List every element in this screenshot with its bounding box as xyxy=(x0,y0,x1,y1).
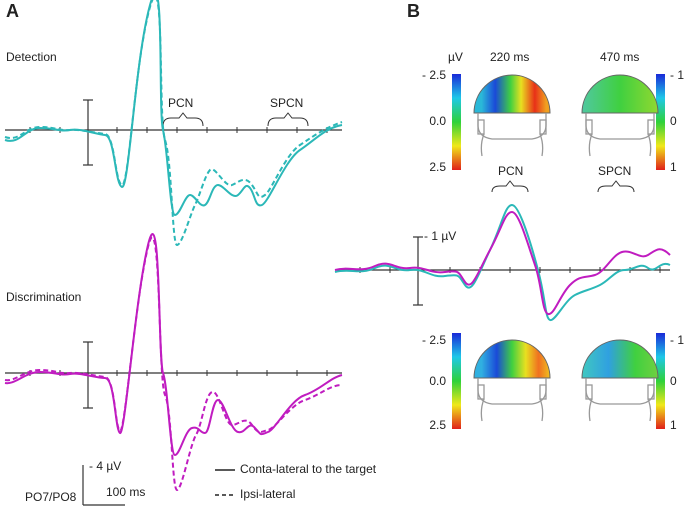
colorbars xyxy=(452,74,665,429)
scale-label: - 4 µV xyxy=(89,459,121,473)
waveform xyxy=(4,233,343,457)
condition-label: Discrimination xyxy=(6,290,81,304)
legend-label: Ipsi-lateral xyxy=(240,487,295,501)
colorbar-label: - 2.5 xyxy=(422,333,446,347)
time-label: 220 ms xyxy=(490,50,529,64)
waveform xyxy=(334,203,671,321)
panel-label: B xyxy=(407,1,420,21)
topomaps xyxy=(473,74,659,422)
condition-label: Detection xyxy=(6,50,57,64)
bracket xyxy=(267,112,309,127)
colorbar-label: 0.0 xyxy=(429,114,446,128)
waveform xyxy=(334,210,671,315)
bracket xyxy=(597,180,635,193)
colorbar-label: 0 xyxy=(670,374,677,388)
component-label: SPCN xyxy=(270,96,303,110)
scale-label: PO7/PO8 xyxy=(25,490,77,504)
colorbar-label: - 1 xyxy=(670,333,684,347)
ticks xyxy=(29,127,328,376)
colorbar-label: 1 xyxy=(670,418,677,432)
colorbar-label: 0.0 xyxy=(429,374,446,388)
axes xyxy=(5,99,342,409)
time-label: 470 ms xyxy=(600,50,639,64)
colorbar-label: 2.5 xyxy=(429,160,446,174)
bracket xyxy=(491,180,529,193)
component-label: SPCN xyxy=(598,164,631,178)
scale-bar xyxy=(82,465,125,506)
colorbar-label: 0 xyxy=(670,114,677,128)
waveform xyxy=(4,236,343,492)
colorbar-label: - 2.5 xyxy=(422,68,446,82)
unit-label: µV xyxy=(448,50,463,64)
scale-label: - 1 µV xyxy=(424,229,456,243)
colorbar-label: 1 xyxy=(670,160,677,174)
colorbar-label: 2.5 xyxy=(429,418,446,432)
bracket xyxy=(162,112,204,127)
colorbar-label: - 1 xyxy=(670,68,684,82)
legend-label: Conta-lateral to the target xyxy=(240,462,377,476)
component-label: PCN xyxy=(498,164,523,178)
panel-label: A xyxy=(6,1,19,21)
component-label: PCN xyxy=(168,96,193,110)
waveform xyxy=(4,0,343,247)
scale-label: 100 ms xyxy=(106,485,145,499)
